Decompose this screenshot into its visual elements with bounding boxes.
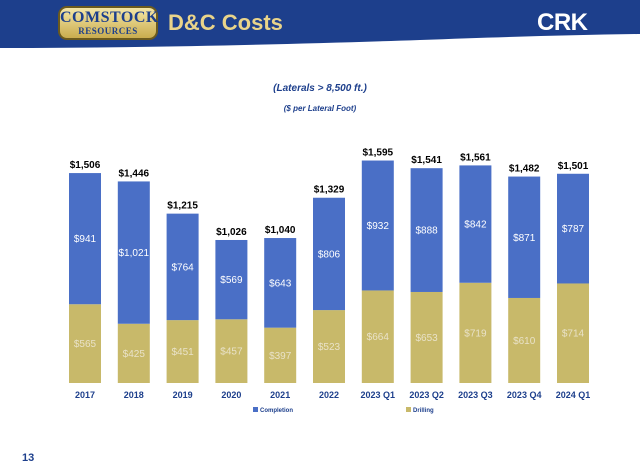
bar-drilling xyxy=(508,297,541,383)
data-label-completion: $569 xyxy=(220,275,243,286)
bar-drilling xyxy=(166,320,199,383)
data-label-completion: $1,021 xyxy=(119,248,150,259)
data-label-drilling: $397 xyxy=(269,351,292,362)
bar-completion xyxy=(264,238,297,328)
data-label-drilling: $714 xyxy=(562,329,585,340)
bar-drilling xyxy=(264,327,297,383)
data-label-drilling: $425 xyxy=(123,349,146,360)
data-label-completion: $842 xyxy=(464,220,487,231)
bar-completion xyxy=(69,173,101,305)
data-label-drilling: $719 xyxy=(464,328,487,339)
chart-unit-note: ($ per Lateral Foot) xyxy=(283,104,357,113)
x-tick-label: 2020 xyxy=(221,390,241,400)
data-label-drilling: $653 xyxy=(415,333,438,344)
logo-text-line2: RESOURCES xyxy=(78,26,138,36)
x-tick-label: 2023 Q3 xyxy=(458,390,493,400)
bar-completion xyxy=(361,160,394,291)
data-label-total: $1,446 xyxy=(119,168,150,179)
legend-label-drilling: Drilling xyxy=(413,408,434,414)
x-tick-label: 2018 xyxy=(124,390,144,400)
bar-completion xyxy=(508,176,541,298)
x-tick-label: 2024 Q1 xyxy=(556,390,591,400)
bar-completion xyxy=(215,239,248,320)
data-label-total: $1,026 xyxy=(216,227,247,238)
comstock-logo: COMSTOCK RESOURCES xyxy=(58,6,158,40)
data-label-drilling: $451 xyxy=(171,347,194,358)
bar-drilling xyxy=(313,310,345,383)
data-label-total: $1,561 xyxy=(460,152,491,163)
bar-completion xyxy=(313,197,345,311)
x-tick-label: 2023 Q2 xyxy=(409,390,444,400)
logo-text-line1: COMSTOCK xyxy=(60,9,159,26)
x-tick-label: 2021 xyxy=(270,390,290,400)
data-label-completion: $888 xyxy=(415,226,438,237)
data-label-drilling: $565 xyxy=(74,339,97,350)
bar-drilling xyxy=(215,319,248,383)
bar-completion xyxy=(117,181,150,324)
page-title: D&C Costs xyxy=(168,10,283,35)
bar-completion xyxy=(557,173,589,284)
legend-label-completion: Completion xyxy=(260,408,293,414)
x-tick-label: 2017 xyxy=(75,390,95,400)
data-label-completion: $764 xyxy=(171,262,194,273)
bar-drilling xyxy=(410,291,443,383)
bar-completion xyxy=(459,165,492,283)
data-label-completion: $941 xyxy=(74,234,97,245)
legend-swatch-completion xyxy=(253,407,258,412)
data-label-completion: $806 xyxy=(318,249,341,260)
ticker-logo: CRK xyxy=(537,9,588,36)
bar-drilling xyxy=(459,282,492,383)
header-bar: COMSTOCK RESOURCES D&C Costs CRK xyxy=(0,0,640,50)
data-label-total: $1,040 xyxy=(265,225,296,236)
x-tick-label: 2023 Q1 xyxy=(361,390,396,400)
data-label-drilling: $664 xyxy=(367,332,390,343)
x-tick-label: 2019 xyxy=(173,390,193,400)
bar-completion xyxy=(166,213,199,321)
data-label-total: $1,482 xyxy=(509,164,540,175)
bar-completion xyxy=(410,168,443,292)
header-wave-decoration xyxy=(0,34,640,50)
x-tick-label: 2022 xyxy=(319,390,339,400)
data-label-completion: $932 xyxy=(367,221,390,232)
legend-swatch-drilling xyxy=(406,407,411,412)
page-number: 13 xyxy=(22,452,35,464)
x-tick-label: 2023 Q4 xyxy=(507,390,542,400)
data-label-drilling: $457 xyxy=(220,347,243,358)
data-label-total: $1,541 xyxy=(411,155,442,166)
bar-drilling xyxy=(117,323,150,383)
data-label-drilling: $610 xyxy=(513,336,536,347)
data-label-drilling: $523 xyxy=(318,342,341,353)
data-label-total: $1,329 xyxy=(314,185,345,196)
bar-drilling xyxy=(361,290,394,383)
data-label-completion: $787 xyxy=(562,224,585,235)
data-label-total: $1,215 xyxy=(167,201,198,212)
chart-subtitle: (Laterals > 8,500 ft.) xyxy=(273,83,367,94)
data-label-total: $1,506 xyxy=(70,160,101,171)
bar-drilling xyxy=(557,283,589,383)
data-label-completion: $643 xyxy=(269,278,292,289)
bar-drilling xyxy=(69,304,101,383)
data-label-total: $1,595 xyxy=(363,148,394,159)
data-label-completion: $871 xyxy=(513,233,536,244)
data-label-total: $1,501 xyxy=(558,161,589,172)
